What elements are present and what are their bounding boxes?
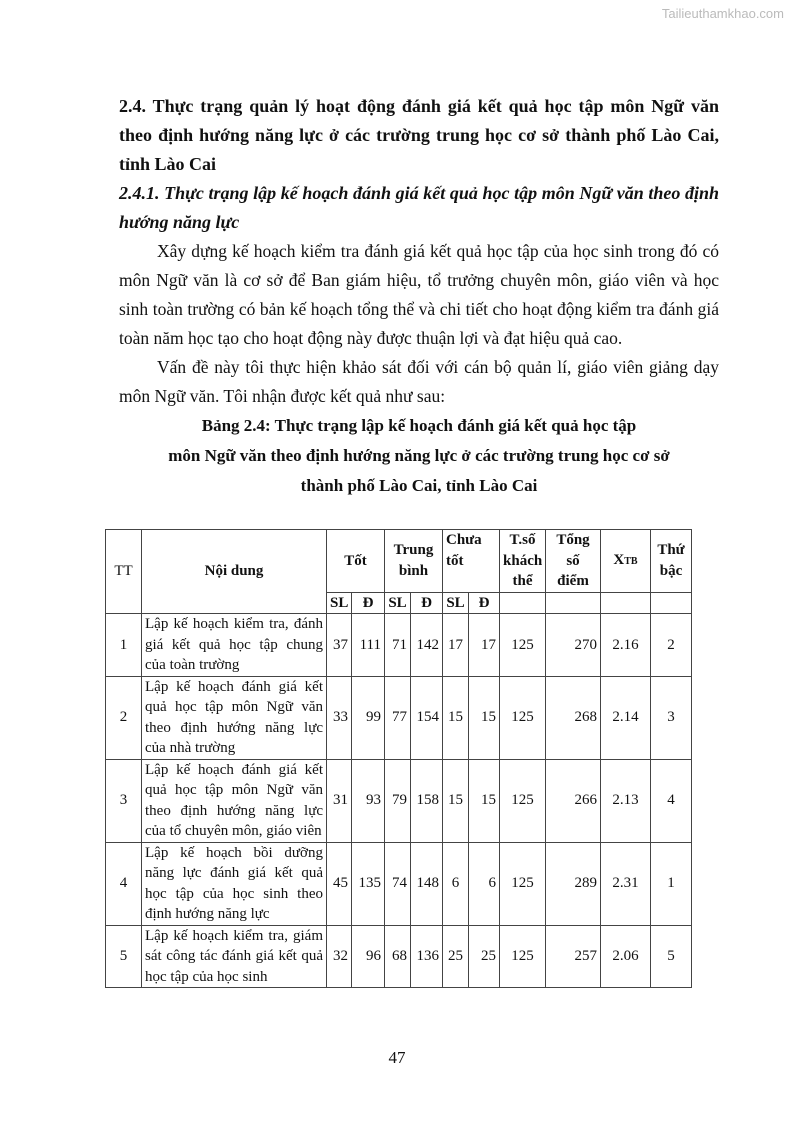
cell-ct-d: 6 bbox=[467, 841, 501, 926]
cell-tot-sl: 31 bbox=[326, 758, 352, 843]
cell-ct-sl: 6 bbox=[442, 841, 469, 926]
cell-tt: 4 bbox=[105, 841, 142, 926]
cell-tb-sl: 77 bbox=[384, 675, 411, 760]
table-caption: thành phố Lào Cai, tỉnh Lào Cai bbox=[300, 476, 538, 495]
cell-ct-d: 17 bbox=[467, 613, 501, 677]
table-caption: môn Ngữ văn theo định hướng năng lực ở c… bbox=[168, 446, 670, 465]
cell-ct-sl: 15 bbox=[442, 758, 469, 843]
cell-rank: 3 bbox=[650, 675, 693, 760]
data-table: TT Nội dung Tốt Trung bình Chưa tốt T.số… bbox=[105, 529, 736, 988]
cell-tot-d: 93 bbox=[351, 758, 385, 843]
cell-tot-d: 99 bbox=[351, 675, 385, 760]
header-xtb: XTB bbox=[600, 529, 652, 593]
cell-nd: Lập kế hoạch bồi dưỡng năng lực đánh giá… bbox=[141, 841, 327, 926]
header-d: Đ bbox=[467, 591, 501, 614]
cell-ct-sl: 17 bbox=[442, 613, 469, 677]
cell-rank: 4 bbox=[650, 758, 693, 843]
cell-tong: 270 bbox=[545, 613, 602, 677]
cell-rank: 5 bbox=[650, 924, 693, 988]
cell-ct-sl: 15 bbox=[442, 675, 469, 760]
cell-tb-d: 158 bbox=[410, 758, 443, 843]
cell-tb-sl: 71 bbox=[384, 613, 411, 677]
header-tt: TT bbox=[105, 529, 142, 614]
subsection-heading: 2.4.1. Thực trạng lập kế hoạch đánh giá … bbox=[119, 183, 719, 232]
header-d: Đ bbox=[410, 591, 443, 614]
empty-cell bbox=[545, 591, 602, 614]
cell-tot-d: 96 bbox=[351, 924, 385, 988]
cell-tot-d: 135 bbox=[351, 841, 385, 926]
page-number: 47 bbox=[388, 1048, 406, 1067]
cell-ct-sl: 25 bbox=[442, 924, 469, 988]
cell-tot-sl: 32 bbox=[326, 924, 352, 988]
table-row: 4 Lập kế hoạch bồi dưỡng năng lực đánh gi… bbox=[105, 841, 736, 926]
cell-nd: Lập kế hoạch đánh giá kết quả học tập mô… bbox=[141, 758, 327, 843]
cell-tb-sl: 79 bbox=[384, 758, 411, 843]
table-row: 5 Lập kế hoạch kiểm tra, giám sát công tá… bbox=[105, 924, 736, 988]
cell-tot-sl: 33 bbox=[326, 675, 352, 760]
header-noi-dung: Nội dung bbox=[141, 529, 327, 614]
cell-rank: 2 bbox=[650, 613, 693, 677]
cell-xtb: 2.14 bbox=[600, 675, 652, 760]
cell-tso: 125 bbox=[499, 758, 547, 843]
paragraph: Xây dựng kế hoạch kiểm tra đánh giá kết … bbox=[119, 241, 719, 348]
header-d: Đ bbox=[351, 591, 385, 614]
cell-tso: 125 bbox=[499, 924, 547, 988]
empty-cell bbox=[499, 591, 547, 614]
cell-xtb: 2.06 bbox=[600, 924, 652, 988]
cell-tong: 266 bbox=[545, 758, 602, 843]
table-row: 2 Lập kế hoạch đánh giá kết quả học tập m… bbox=[105, 675, 736, 760]
cell-tong: 268 bbox=[545, 675, 602, 760]
cell-tong: 289 bbox=[545, 841, 602, 926]
table-caption: Bảng 2.4: Thực trạng lập kế hoạch đánh g… bbox=[201, 416, 637, 435]
table-body: 1 Lập kế hoạch kiểm tra, đánh giá kết quả… bbox=[105, 613, 736, 988]
header-tso-khach-the: T.số khách thể bbox=[499, 529, 547, 593]
cell-tt: 2 bbox=[105, 675, 142, 760]
cell-rank: 1 bbox=[650, 841, 693, 926]
xtb-sub: TB bbox=[624, 555, 638, 567]
header-sl: SL bbox=[384, 591, 411, 614]
body-content: 2.4. Thực trạng quản lý hoạt động đánh g… bbox=[119, 92, 719, 501]
cell-nd: Lập kế hoạch kiểm tra, đánh giá kết quả … bbox=[141, 613, 327, 677]
cell-ct-d: 15 bbox=[467, 675, 501, 760]
cell-nd: Lập kế hoạch đánh giá kết quả học tập mô… bbox=[141, 675, 327, 760]
cell-nd: Lập kế hoạch kiểm tra, giám sát công tác… bbox=[141, 924, 327, 988]
cell-tb-d: 136 bbox=[410, 924, 443, 988]
header-trung-binh: Trung bình bbox=[384, 529, 443, 593]
cell-tot-d: 111 bbox=[351, 613, 385, 677]
cell-tb-sl: 74 bbox=[384, 841, 411, 926]
paragraph: Vấn đề này tôi thực hiện khảo sát đối vớ… bbox=[119, 357, 719, 406]
header-sl: SL bbox=[442, 591, 469, 614]
section-heading: 2.4. Thực trạng quản lý hoạt động đánh g… bbox=[119, 96, 719, 174]
table-row: 3 Lập kế hoạch đánh giá kết quả học tập m… bbox=[105, 758, 736, 843]
cell-xtb: 2.31 bbox=[600, 841, 652, 926]
cell-tso: 125 bbox=[499, 841, 547, 926]
cell-tb-d: 148 bbox=[410, 841, 443, 926]
cell-tso: 125 bbox=[499, 675, 547, 760]
cell-ct-d: 15 bbox=[467, 758, 501, 843]
header-sl: SL bbox=[326, 591, 352, 614]
watermark: Tailieuthamkhao.com bbox=[661, 6, 784, 21]
cell-tb-sl: 68 bbox=[384, 924, 411, 988]
cell-tt: 3 bbox=[105, 758, 142, 843]
cell-tt: 5 bbox=[105, 924, 142, 988]
cell-tso: 125 bbox=[499, 613, 547, 677]
header-tong-so-diem: Tổng số điểm bbox=[545, 529, 602, 593]
empty-cell bbox=[650, 591, 693, 614]
header-tot: Tốt bbox=[326, 529, 385, 593]
cell-xtb: 2.13 bbox=[600, 758, 652, 843]
cell-tb-d: 142 bbox=[410, 613, 443, 677]
cell-xtb: 2.16 bbox=[600, 613, 652, 677]
header-chua-tot: Chưa tốt bbox=[441, 529, 501, 593]
cell-tot-sl: 45 bbox=[326, 841, 352, 926]
cell-tot-sl: 37 bbox=[326, 613, 352, 677]
table-row: 1 Lập kế hoạch kiểm tra, đánh giá kết quả… bbox=[105, 613, 736, 677]
header-thu-bac: Thứ bậc bbox=[650, 529, 693, 593]
cell-tb-d: 154 bbox=[410, 675, 443, 760]
cell-tong: 257 bbox=[545, 924, 602, 988]
cell-ct-d: 25 bbox=[467, 924, 501, 988]
xtb-main: X bbox=[613, 551, 625, 568]
empty-cell bbox=[600, 591, 652, 614]
cell-tt: 1 bbox=[105, 613, 142, 677]
